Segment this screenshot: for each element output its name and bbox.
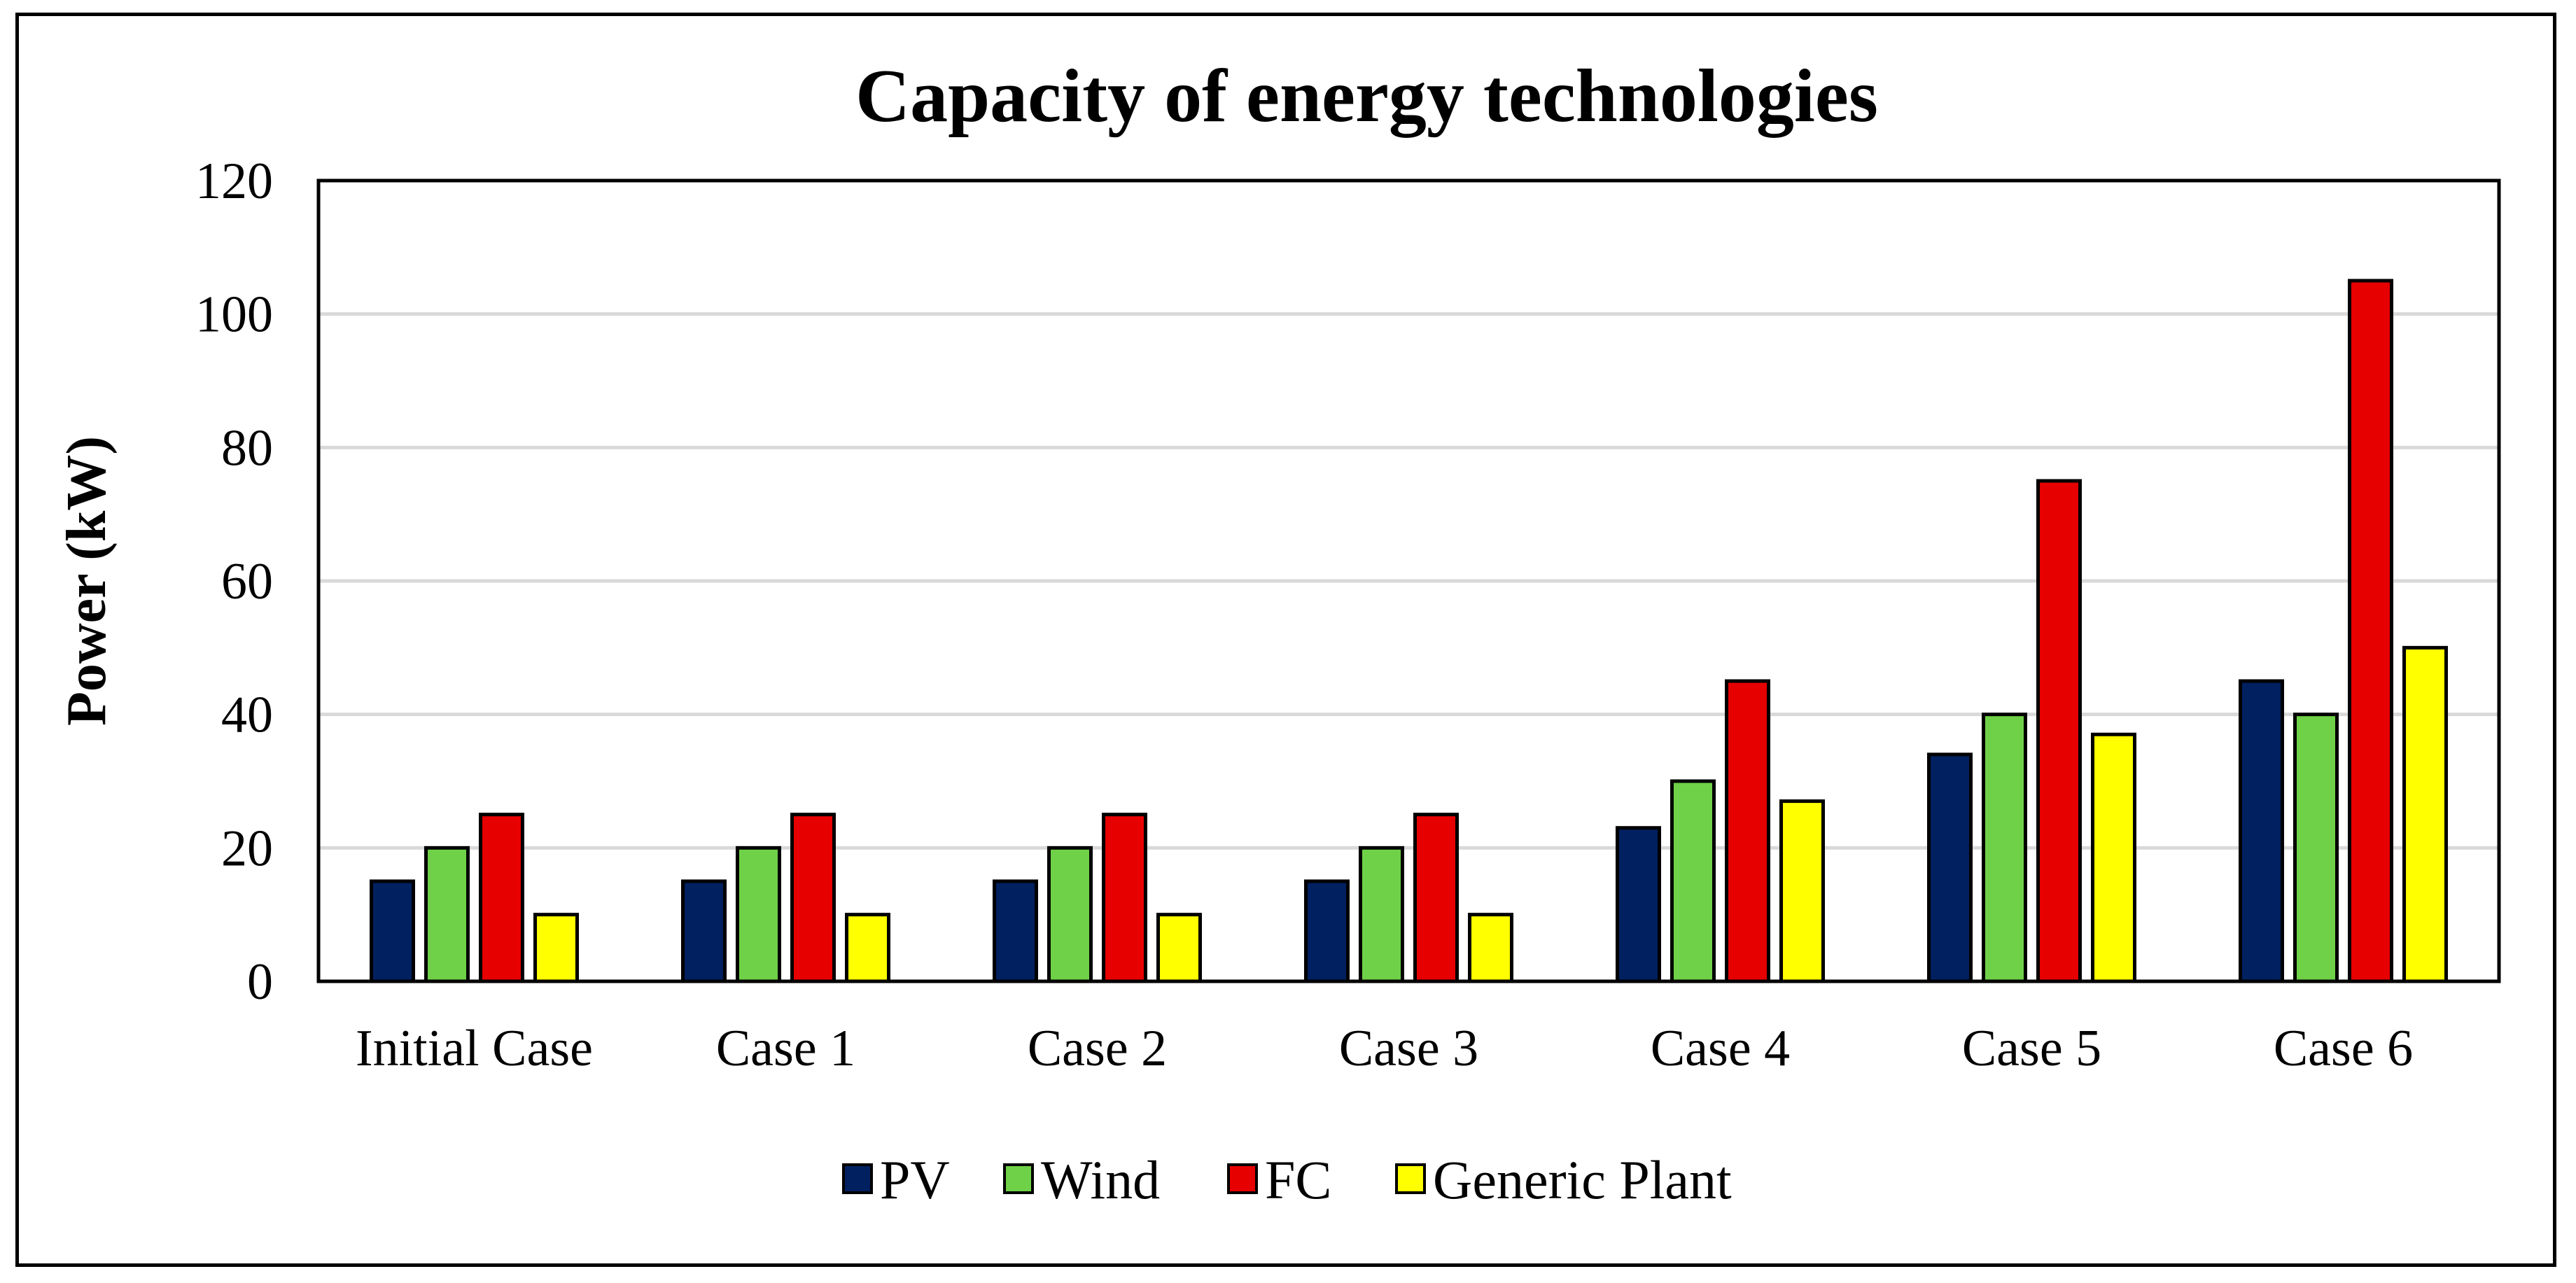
bar-wind: [1982, 713, 2027, 983]
legend-item: PV: [842, 1149, 950, 1210]
y-tick-label: 120: [195, 153, 273, 210]
y-tick-label: 80: [221, 419, 273, 477]
bar-fc: [2036, 479, 2082, 983]
legend-item: Generic Plant: [1395, 1149, 1732, 1210]
bar-wind: [2293, 713, 2339, 983]
gridlines: [318, 312, 2499, 983]
legend-label: Wind: [1041, 1149, 1160, 1210]
bar-generic-plant: [1779, 799, 1825, 983]
bar-fc: [1725, 679, 1770, 983]
legend-swatch: [842, 1163, 873, 1194]
bar-fc: [1102, 813, 1147, 983]
legend-item: FC: [1227, 1149, 1331, 1210]
chart-title: Capacity of energy technologies: [855, 55, 1878, 138]
y-axis-label: Power (kW): [56, 436, 118, 726]
bar-pv: [1927, 752, 1973, 983]
y-tick-label: 100: [195, 286, 273, 344]
bar-generic-plant: [845, 913, 890, 983]
legend-swatch: [1227, 1163, 1258, 1194]
legend-swatch: [1003, 1163, 1034, 1194]
legend-item: Wind: [1003, 1149, 1160, 1210]
bar-fc: [1413, 813, 1459, 983]
bar-generic-plant: [1468, 913, 1513, 983]
bar-wind: [424, 846, 470, 983]
x-tick-label: Case 3: [1339, 1020, 1478, 1077]
x-tick-label: Initial Case: [356, 1020, 593, 1077]
bar-generic-plant: [1156, 913, 1202, 983]
bar-pv: [993, 879, 1038, 983]
bar-generic-plant: [2091, 732, 2136, 983]
y-tick-label: 40: [221, 687, 273, 744]
legend-swatch: [1395, 1163, 1426, 1194]
chart-frame: Capacity of energy technologies Power (k…: [15, 13, 2556, 1267]
legend-label: PV: [880, 1149, 950, 1210]
bar-wind: [1670, 779, 1716, 983]
bar-fc: [790, 813, 836, 983]
x-tick-label: Case 4: [1651, 1020, 1790, 1077]
bar-pv: [681, 879, 727, 983]
bar-pv: [370, 879, 415, 983]
y-tick-label: 60: [221, 553, 273, 610]
bar-pv: [1304, 879, 1350, 983]
bar-generic-plant: [2402, 645, 2448, 983]
y-tick-label: 0: [247, 953, 273, 1011]
legend-label: FC: [1265, 1149, 1331, 1210]
x-tick-label: Case 2: [1028, 1020, 1167, 1077]
bar-fc: [2348, 279, 2393, 983]
legend-label: Generic Plant: [1433, 1149, 1732, 1210]
x-axis-ticks: Initial Case Case 1 Case 2 Case 3 Case 4 Case…: [356, 1020, 2413, 1077]
y-tick-label: 20: [221, 820, 273, 877]
bars: [370, 279, 2448, 983]
bar-pv: [1616, 826, 1661, 983]
bar-wind: [1359, 846, 1404, 983]
x-tick-label: Case 6: [2274, 1020, 2413, 1077]
bar-fc: [479, 813, 524, 983]
plot-area-border: [316, 178, 2501, 983]
legend: PV Wind FC Generic Plant: [842, 1149, 1732, 1210]
bar-wind: [736, 846, 781, 983]
bar-pv: [2239, 679, 2284, 983]
x-tick-label: Case 1: [716, 1020, 855, 1077]
bar-generic-plant: [533, 913, 579, 983]
bar-wind: [1047, 846, 1093, 983]
x-tick-label: Case 5: [1962, 1020, 2101, 1077]
y-axis-ticks: 0 20 40 60 80 100 120: [195, 153, 273, 1011]
bar-chart: Capacity of energy technologies Power (k…: [56, 55, 2501, 1210]
